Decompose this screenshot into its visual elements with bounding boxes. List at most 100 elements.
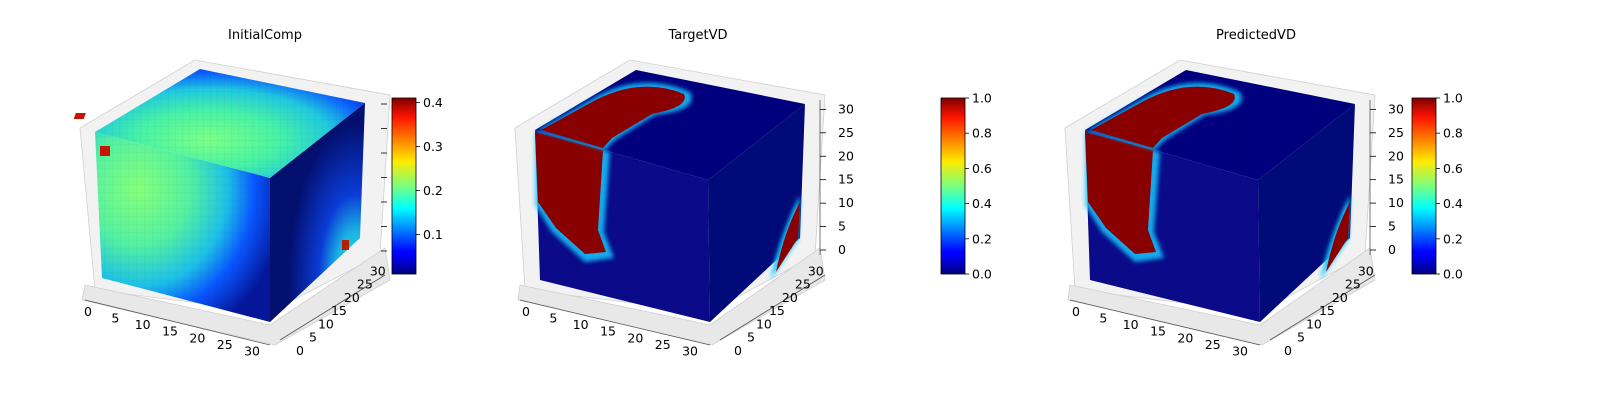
z-tick-labels: 0 5 10 15 20 25 30 (820, 101, 854, 257)
y-tick-label: 25 (795, 277, 811, 292)
x-tick-label: 0 (522, 304, 530, 319)
y-tick-label: 5 (1297, 330, 1305, 345)
colorbar-tick-label: 0.1 (423, 227, 443, 242)
colorbar-tick-label: 0.8 (972, 126, 992, 141)
z-tick-label: 5 (838, 219, 846, 234)
z-tick-label: 30 (838, 101, 854, 116)
y-tick-label: 20 (1332, 290, 1348, 305)
colorbar: 0.0 0.2 0.4 0.6 0.8 1.0 (940, 91, 992, 282)
x-tick-labels: 0 5 10 15 20 25 30 (522, 304, 698, 358)
x-tick-label: 15 (600, 324, 616, 339)
colorbar: 0.1 0.2 0.3 0.4 (391, 95, 443, 275)
x-tick-label: 20 (1177, 330, 1193, 345)
y-tick-label: 20 (782, 290, 798, 305)
z-tick-label: 15 (1388, 172, 1404, 187)
y-tick-label: 15 (1319, 303, 1335, 318)
z-tick-label: 25 (838, 125, 854, 140)
x-tick-label: 0 (84, 304, 92, 319)
colorbar-scale (940, 97, 966, 275)
hot-voxel (100, 146, 110, 156)
panel-title: TargetVD (667, 28, 727, 43)
x-tick-label: 20 (627, 330, 643, 345)
y-tick-label: 30 (370, 263, 386, 278)
y-tick-label: 30 (1358, 263, 1374, 278)
y-tick-label: 15 (769, 303, 785, 318)
colorbar-tick-labels: 0.1 0.2 0.3 0.4 (416, 95, 443, 242)
y-tick-label: 5 (747, 330, 755, 345)
z-tick-label: 10 (838, 195, 854, 210)
y-tick-label: 0 (296, 343, 304, 358)
x-tick-labels: 0 5 10 15 20 25 30 (84, 304, 260, 358)
field-core (776, 202, 800, 272)
x-tick-label: 30 (244, 343, 260, 358)
z-tick-labels: 0 5 10 15 20 25 30 (1370, 101, 1404, 257)
cube-top-grid (95, 69, 365, 178)
cube-top-grid (535, 70, 805, 180)
panel-title: PredictedVD (1216, 28, 1296, 43)
z-tick-label: 20 (838, 148, 854, 163)
cube-front-grid (535, 130, 710, 322)
x-tick-label: 25 (1205, 337, 1221, 352)
z-tick-label: 10 (1388, 195, 1404, 210)
panel-title: InitialComp (228, 28, 302, 43)
y-tick-label: 10 (1306, 316, 1322, 331)
colorbar-tick-label: 0.4 (423, 95, 443, 110)
colorbar-tick-label: 1.0 (972, 91, 992, 106)
colorbar-tick-label: 0.4 (972, 196, 992, 211)
colorbar-tick-label: 0.2 (423, 183, 443, 198)
cube-front-grid (95, 132, 270, 322)
z-tick-label: 20 (1388, 148, 1404, 163)
z-tick-label: 5 (1388, 219, 1396, 234)
x-tick-labels: 0 5 10 15 20 25 30 (1072, 304, 1248, 358)
x-tick-label: 30 (1232, 343, 1248, 358)
y-tick-label: 25 (1345, 277, 1361, 292)
y-tick-label: 0 (734, 343, 742, 358)
x-tick-label: 10 (135, 317, 151, 332)
colorbar-tick-label: 0.8 (1443, 126, 1463, 141)
y-tick-label: 25 (357, 277, 373, 292)
colorbar-tick-label: 0.3 (423, 139, 443, 154)
colorbar: 0.0 0.2 0.4 0.6 0.8 1.0 (1411, 91, 1463, 282)
colorbar-tick-label: 0.0 (972, 267, 992, 282)
floor-pane (517, 247, 826, 346)
x-tick-label: 10 (1123, 317, 1139, 332)
colorbar-tick-label: 0.4 (1443, 196, 1463, 211)
cube-top-grid (1085, 70, 1355, 180)
x-tick-label: 5 (549, 311, 557, 326)
colorbar-tick-label: 0.6 (1443, 161, 1463, 176)
x-tick-label: 0 (1072, 304, 1080, 319)
y-tick-label: 0 (1284, 343, 1292, 358)
y-tick-label: 20 (344, 290, 360, 305)
z-tick-label: 30 (1388, 101, 1404, 116)
y-tick-label: 10 (318, 316, 334, 331)
z-tick-label: 25 (1388, 125, 1404, 140)
cube-front-grid (1085, 130, 1260, 322)
colorbar-tick-label: 0.0 (1443, 267, 1463, 282)
cube-side-face (708, 104, 805, 322)
z-tick-label: 15 (838, 172, 854, 187)
colorbar-tick-labels: 0.0 0.2 0.4 0.6 0.8 1.0 (1436, 91, 1463, 282)
z-tick-label: 0 (838, 242, 846, 257)
x-tick-label: 15 (162, 324, 178, 339)
y-tick-label: 10 (756, 316, 772, 331)
x-tick-label: 25 (655, 337, 671, 352)
x-tick-label: 5 (111, 311, 119, 326)
colorbar-scale (1411, 97, 1437, 275)
colorbar-scale (391, 97, 417, 275)
x-tick-label: 25 (217, 337, 233, 352)
y-tick-label: 5 (309, 330, 317, 345)
field-core (1326, 202, 1350, 272)
x-tick-label: 20 (189, 330, 205, 345)
cube-side-face (1258, 104, 1355, 322)
hot-voxel (73, 113, 86, 119)
floor-pane (1067, 247, 1376, 346)
cube-side-face (270, 103, 365, 322)
colorbar-tick-label: 0.2 (972, 231, 992, 246)
